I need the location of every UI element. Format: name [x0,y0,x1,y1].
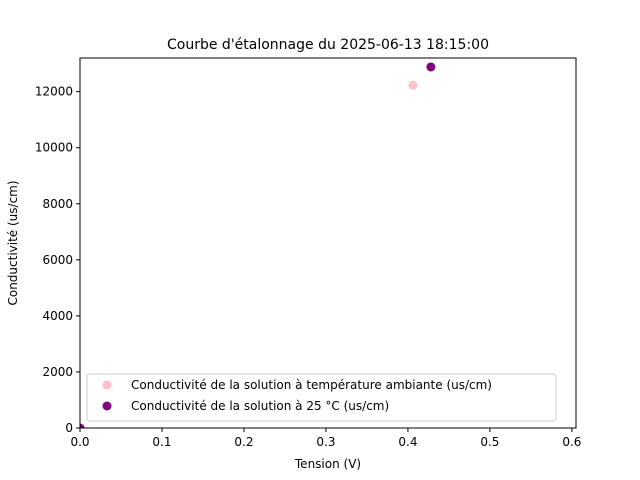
y-tick-label: 0 [65,421,73,435]
x-tick-label: 0.2 [234,435,253,449]
data-point-ambient [408,80,418,90]
data-point-25c [80,423,85,428]
chart-title: Courbe d'étalonnage du 2025-06-13 18:15:… [167,37,489,53]
legend-marker-ambient [102,380,112,390]
x-tick-label: 0.5 [480,435,499,449]
x-tick-label: 0.3 [316,435,335,449]
y-tick-label: 10000 [35,141,73,155]
legend-marker-25c [102,401,112,411]
legend-label-ambient: Conductivité de la solution à températur… [131,378,492,392]
plot-area [79,57,577,429]
data-point-25c [426,62,436,72]
legend: Conductivité de la solution à températur… [86,373,557,422]
y-axis: 0 2000 4000 6000 8000 10000 12000 [35,85,80,435]
x-tick-label: 0.0 [70,435,89,449]
y-tick-label: 12000 [35,85,73,99]
x-tick-label: 0.1 [152,435,171,449]
legend-label-25c: Conductivité de la solution à 25 °C (us/… [131,399,389,413]
x-tick-label: 0.6 [562,435,581,449]
y-axis-label: Conductivité (us/cm) [6,180,20,305]
y-tick-label: 6000 [42,253,73,267]
x-axis: 0.0 0.1 0.2 0.3 0.4 0.5 0.6 [70,428,581,449]
x-axis-label: Tension (V) [294,457,361,471]
x-tick-label: 0.4 [398,435,417,449]
y-tick-label: 4000 [42,309,73,323]
y-tick-label: 2000 [42,365,73,379]
data-points [80,62,436,428]
y-tick-label: 8000 [42,197,73,211]
legend-box [86,373,557,422]
plot-frame [79,57,577,429]
